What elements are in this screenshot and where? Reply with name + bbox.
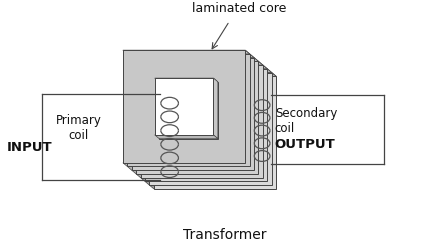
Polygon shape <box>141 65 267 69</box>
Polygon shape <box>132 58 258 61</box>
Polygon shape <box>231 93 235 154</box>
Bar <box>168 89 226 146</box>
Bar <box>159 82 218 139</box>
Polygon shape <box>254 58 258 174</box>
Polygon shape <box>218 82 222 142</box>
Polygon shape <box>213 78 218 139</box>
Polygon shape <box>136 174 263 178</box>
Polygon shape <box>127 166 254 170</box>
Polygon shape <box>258 61 263 178</box>
Polygon shape <box>123 50 250 54</box>
Polygon shape <box>136 61 263 65</box>
Text: OUTPUT: OUTPUT <box>275 138 336 151</box>
Polygon shape <box>145 69 272 72</box>
Polygon shape <box>168 89 231 93</box>
Bar <box>149 72 272 185</box>
Polygon shape <box>181 157 244 161</box>
Polygon shape <box>181 100 244 104</box>
Bar <box>145 69 267 181</box>
Polygon shape <box>245 50 250 166</box>
Bar <box>136 61 258 174</box>
Bar <box>132 58 254 170</box>
Polygon shape <box>177 97 240 100</box>
Polygon shape <box>250 54 254 170</box>
Text: Primary
coil: Primary coil <box>56 114 102 142</box>
Bar <box>186 104 244 161</box>
Text: laminated core: laminated core <box>192 2 287 15</box>
Bar <box>181 100 240 157</box>
Polygon shape <box>132 170 258 174</box>
Bar <box>172 93 231 150</box>
Text: Transformer: Transformer <box>183 228 266 242</box>
Polygon shape <box>177 154 240 157</box>
Bar <box>123 50 245 163</box>
Bar <box>177 97 235 154</box>
Polygon shape <box>226 89 231 150</box>
Polygon shape <box>263 65 267 181</box>
Polygon shape <box>159 82 222 86</box>
Polygon shape <box>159 139 222 142</box>
Polygon shape <box>168 146 231 150</box>
Polygon shape <box>149 185 276 189</box>
Polygon shape <box>149 72 276 76</box>
Polygon shape <box>235 97 240 157</box>
Polygon shape <box>267 69 272 185</box>
Polygon shape <box>163 86 226 89</box>
Polygon shape <box>172 150 235 154</box>
Bar <box>141 65 263 178</box>
Polygon shape <box>127 54 254 58</box>
Bar <box>163 86 222 142</box>
Text: Secondary
coil: Secondary coil <box>275 107 337 135</box>
Polygon shape <box>172 93 235 97</box>
Bar <box>154 76 276 189</box>
Polygon shape <box>240 100 244 161</box>
Bar <box>127 54 250 166</box>
Polygon shape <box>145 181 272 185</box>
Bar <box>155 78 213 135</box>
Polygon shape <box>155 78 218 82</box>
Text: INPUT: INPUT <box>6 141 52 154</box>
Polygon shape <box>163 142 226 146</box>
Polygon shape <box>141 178 267 181</box>
Polygon shape <box>222 86 226 146</box>
Polygon shape <box>155 135 218 139</box>
Polygon shape <box>272 72 276 189</box>
Polygon shape <box>123 163 250 166</box>
